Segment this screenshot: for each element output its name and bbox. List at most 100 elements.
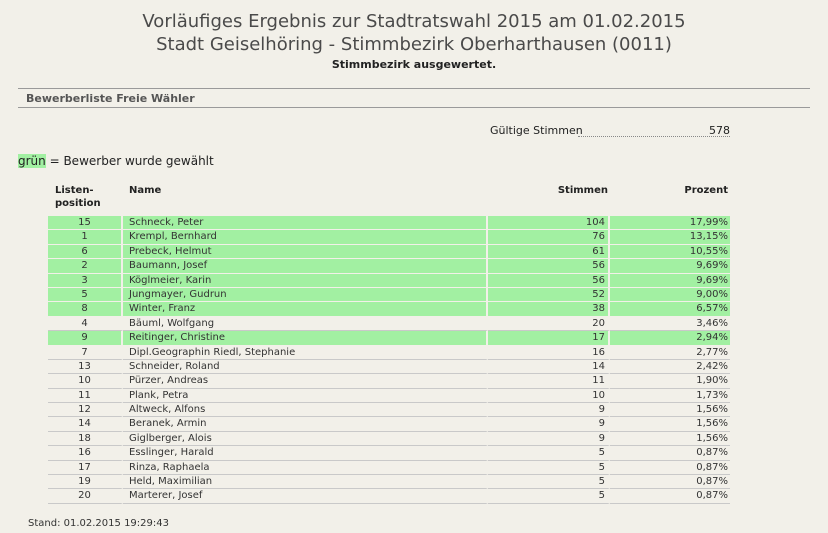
cell-position: 9 <box>48 331 123 345</box>
valid-votes-label: Gültige Stimmen <box>490 124 583 137</box>
table-row: 5 Jungmayer, Gudrun 52 9,00% <box>48 287 730 303</box>
cell-name: Prebeck, Helmut <box>123 244 488 259</box>
cell-votes: 5 <box>488 446 610 461</box>
header-list-position-line2: position <box>55 198 101 209</box>
page-title: Vorläufiges Ergebnis zur Stadtratswahl 2… <box>142 11 686 32</box>
cell-position: 19 <box>48 475 123 490</box>
cell-position: 4 <box>48 316 123 332</box>
table-row: 6 Prebeck, Helmut 61 10,55% <box>48 244 730 260</box>
cell-percent: 0,87% <box>610 446 730 461</box>
cell-percent: 9,69% <box>610 259 730 273</box>
cell-percent: 6,57% <box>610 302 730 316</box>
cell-name: Marterer, Josef <box>123 489 488 504</box>
table-row: 9 Reitinger, Christine 17 2,94% <box>48 331 730 346</box>
table-row: 10 Pürzer, Andreas 11 1,90% <box>48 374 730 389</box>
cell-votes: 9 <box>488 403 610 418</box>
cell-position: 11 <box>48 388 123 404</box>
cell-votes: 20 <box>488 316 610 332</box>
cell-percent: 1,56% <box>610 403 730 418</box>
table-row: 11 Plank, Petra 10 1,73% <box>48 388 730 404</box>
cell-votes: 9 <box>488 431 610 447</box>
cell-name: Bäuml, Wolfgang <box>123 316 488 332</box>
table-row: 19 Held, Maximilian 5 0,87% <box>48 475 730 490</box>
cell-position: 13 <box>48 359 123 375</box>
cell-position: 7 <box>48 345 123 360</box>
table-row: 14 Beranek, Armin 9 1,56% <box>48 417 730 432</box>
cell-votes: 17 <box>488 331 610 345</box>
table-row: 13 Schneider, Roland 14 2,42% <box>48 359 730 375</box>
cell-percent: 2,42% <box>610 360 730 375</box>
cell-name: Reitinger, Christine <box>123 331 488 345</box>
cell-position: 3 <box>48 273 123 287</box>
valid-votes-value: 578 <box>709 124 730 137</box>
valid-votes-underline <box>578 136 730 137</box>
cell-position: 17 <box>48 460 123 476</box>
section-divider-bottom <box>18 107 810 108</box>
table-row: 16 Esslinger, Harald 5 0,87% <box>48 446 730 461</box>
status-text: Stimmbezirk ausgewertet. <box>331 58 497 71</box>
header-votes: Stimmen <box>557 185 608 196</box>
cell-name: Schneck, Peter <box>123 216 488 230</box>
table-row: 4 Bäuml, Wolfgang 20 3,46% <box>48 316 730 332</box>
cell-position: 5 <box>48 287 123 302</box>
table-row: 8 Winter, Franz 38 6,57% <box>48 302 730 317</box>
cell-name: Plank, Petra <box>123 388 488 404</box>
cell-name: Schneider, Roland <box>123 359 488 375</box>
cell-position: 8 <box>48 302 123 316</box>
legend: grün = Bewerber wurde gewählt <box>18 154 214 168</box>
cell-votes: 56 <box>488 273 610 287</box>
cell-votes: 38 <box>488 302 610 316</box>
cell-name: Dipl.Geographin Riedl, Stephanie <box>123 345 488 360</box>
cell-percent: 2,77% <box>610 346 730 360</box>
cell-percent: 0,87% <box>610 461 730 476</box>
cell-votes: 5 <box>488 460 610 476</box>
cell-votes: 14 <box>488 359 610 375</box>
cell-name: Winter, Franz <box>123 302 488 316</box>
cell-percent: 10,55% <box>610 244 730 259</box>
cell-percent: 0,87% <box>610 475 730 490</box>
table-row: 1 Krempl, Bernhard 76 13,15% <box>48 230 730 245</box>
cell-percent: 9,69% <box>610 273 730 287</box>
cell-name: Esslinger, Harald <box>123 446 488 461</box>
cell-percent: 17,99% <box>610 216 730 230</box>
header-percent: Prozent <box>684 185 728 196</box>
table-row: 7 Dipl.Geographin Riedl, Stephanie 16 2,77% <box>48 345 730 360</box>
cell-position: 20 <box>48 489 123 504</box>
table-row: 12 Altweck, Alfons 9 1,56% <box>48 403 730 418</box>
table-row: 20 Marterer, Josef 5 0,87% <box>48 489 730 504</box>
cell-percent: 0,87% <box>610 489 730 504</box>
cell-name: Krempl, Bernhard <box>123 230 488 244</box>
cell-votes: 76 <box>488 230 610 244</box>
cell-percent: 13,15% <box>610 230 730 244</box>
cell-name: Held, Maximilian <box>123 475 488 490</box>
timestamp: Stand: 01.02.2015 19:29:43 <box>28 518 169 529</box>
cell-percent: 1,56% <box>610 417 730 432</box>
cell-name: Baumann, Josef <box>123 259 488 273</box>
cell-name: Beranek, Armin <box>123 417 488 432</box>
cell-position: 18 <box>48 431 123 447</box>
cell-name: Pürzer, Andreas <box>123 374 488 389</box>
cell-name: Rinza, Raphaela <box>123 460 488 476</box>
candidate-table: 15 Schneck, Peter 104 17,99% 1 Krempl, Bernha… <box>48 216 730 504</box>
section-divider-top <box>18 88 810 89</box>
cell-votes: 104 <box>488 216 610 230</box>
cell-name: Jungmayer, Gudrun <box>123 287 488 302</box>
cell-position: 12 <box>48 403 123 418</box>
header-list-position: Listen-position <box>55 184 101 210</box>
header-list-position-line1: Listen- <box>55 185 94 196</box>
cell-votes: 10 <box>488 388 610 404</box>
cell-votes: 56 <box>488 259 610 273</box>
cell-votes: 16 <box>488 345 610 360</box>
page-subtitle: Stadt Geiselhöring - Stimmbezirk Oberhar… <box>156 34 672 55</box>
cell-votes: 61 <box>488 244 610 259</box>
cell-votes: 52 <box>488 287 610 302</box>
table-row: 18 Giglberger, Alois 9 1,56% <box>48 431 730 447</box>
legend-highlight: grün <box>18 154 46 168</box>
table-row: 15 Schneck, Peter 104 17,99% <box>48 216 730 231</box>
cell-position: 16 <box>48 446 123 461</box>
cell-percent: 1,73% <box>610 389 730 404</box>
legend-text: = Bewerber wurde gewählt <box>45 154 214 168</box>
cell-percent: 1,56% <box>610 432 730 447</box>
cell-percent: 1,90% <box>610 374 730 389</box>
table-row: 3 Köglmeier, Karin 56 9,69% <box>48 273 730 288</box>
